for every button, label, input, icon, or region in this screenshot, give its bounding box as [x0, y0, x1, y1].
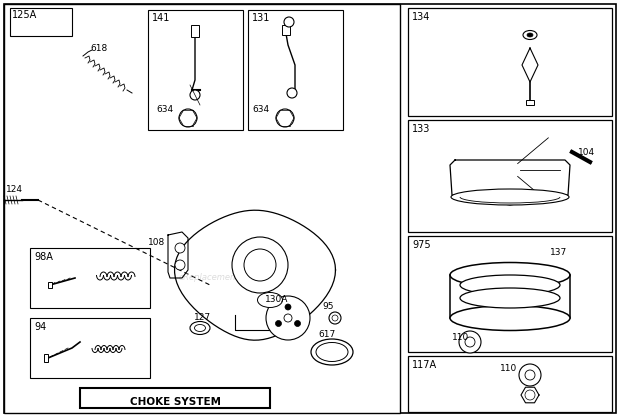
Ellipse shape [316, 342, 348, 362]
Text: 141: 141 [152, 13, 171, 23]
Bar [191, 25, 199, 37]
Text: 110: 110 [452, 333, 469, 342]
Text: 131: 131 [252, 13, 270, 23]
Bar [408, 8, 612, 116]
Circle shape [329, 312, 341, 324]
Text: 137: 137 [550, 248, 567, 257]
Circle shape [244, 249, 276, 281]
Text: 127: 127 [194, 313, 211, 322]
Text: 94: 94 [34, 322, 46, 332]
Circle shape [266, 296, 310, 340]
Ellipse shape [523, 30, 537, 40]
Bar [408, 356, 612, 412]
Text: 134: 134 [412, 12, 430, 22]
Circle shape [294, 321, 301, 327]
Ellipse shape [450, 262, 570, 287]
Bar [80, 388, 270, 408]
Circle shape [232, 237, 288, 293]
Text: 117A: 117A [412, 360, 437, 370]
Bar [282, 25, 290, 35]
Circle shape [179, 109, 197, 127]
Text: 975: 975 [412, 240, 431, 250]
Bar [4, 4, 400, 413]
Text: 104: 104 [578, 148, 595, 157]
Bar [248, 10, 343, 130]
Circle shape [287, 88, 297, 98]
Circle shape [525, 370, 535, 380]
Circle shape [175, 260, 185, 270]
Text: 95: 95 [322, 302, 334, 311]
Ellipse shape [527, 33, 533, 37]
Text: eReplacementParts.com: eReplacementParts.com [179, 274, 281, 282]
Bar [408, 236, 612, 352]
Circle shape [465, 337, 475, 347]
Text: 124: 124 [6, 185, 23, 194]
Bar [148, 8, 348, 133]
Ellipse shape [257, 292, 283, 307]
Circle shape [459, 331, 481, 353]
Text: 98A: 98A [34, 252, 53, 262]
Bar [30, 248, 150, 308]
Text: 130A: 130A [265, 295, 288, 304]
Bar [10, 8, 72, 36]
Circle shape [175, 243, 185, 253]
Bar [48, 282, 52, 288]
Circle shape [285, 304, 291, 310]
Text: 618: 618 [90, 44, 107, 53]
Text: 617: 617 [318, 330, 335, 339]
Circle shape [332, 315, 338, 321]
Text: 634: 634 [252, 105, 269, 114]
Text: 634: 634 [156, 105, 173, 114]
Circle shape [275, 321, 281, 327]
Circle shape [276, 109, 294, 127]
Circle shape [190, 90, 200, 100]
Ellipse shape [190, 322, 210, 334]
Circle shape [284, 17, 294, 27]
Bar [44, 354, 48, 362]
Ellipse shape [195, 324, 205, 332]
Bar [148, 10, 243, 130]
Ellipse shape [311, 339, 353, 365]
Text: 133: 133 [412, 124, 430, 134]
Ellipse shape [460, 275, 560, 295]
Ellipse shape [451, 189, 569, 205]
Bar [408, 120, 612, 232]
Text: 108: 108 [148, 238, 166, 247]
Text: 110: 110 [500, 364, 517, 373]
Text: CHOKE SYSTEM: CHOKE SYSTEM [130, 397, 221, 407]
Circle shape [525, 390, 535, 400]
Bar [30, 318, 150, 378]
Text: 125A: 125A [12, 10, 37, 20]
Ellipse shape [450, 306, 570, 331]
Circle shape [284, 314, 292, 322]
Ellipse shape [460, 288, 560, 308]
Circle shape [519, 364, 541, 386]
Bar [526, 100, 534, 105]
